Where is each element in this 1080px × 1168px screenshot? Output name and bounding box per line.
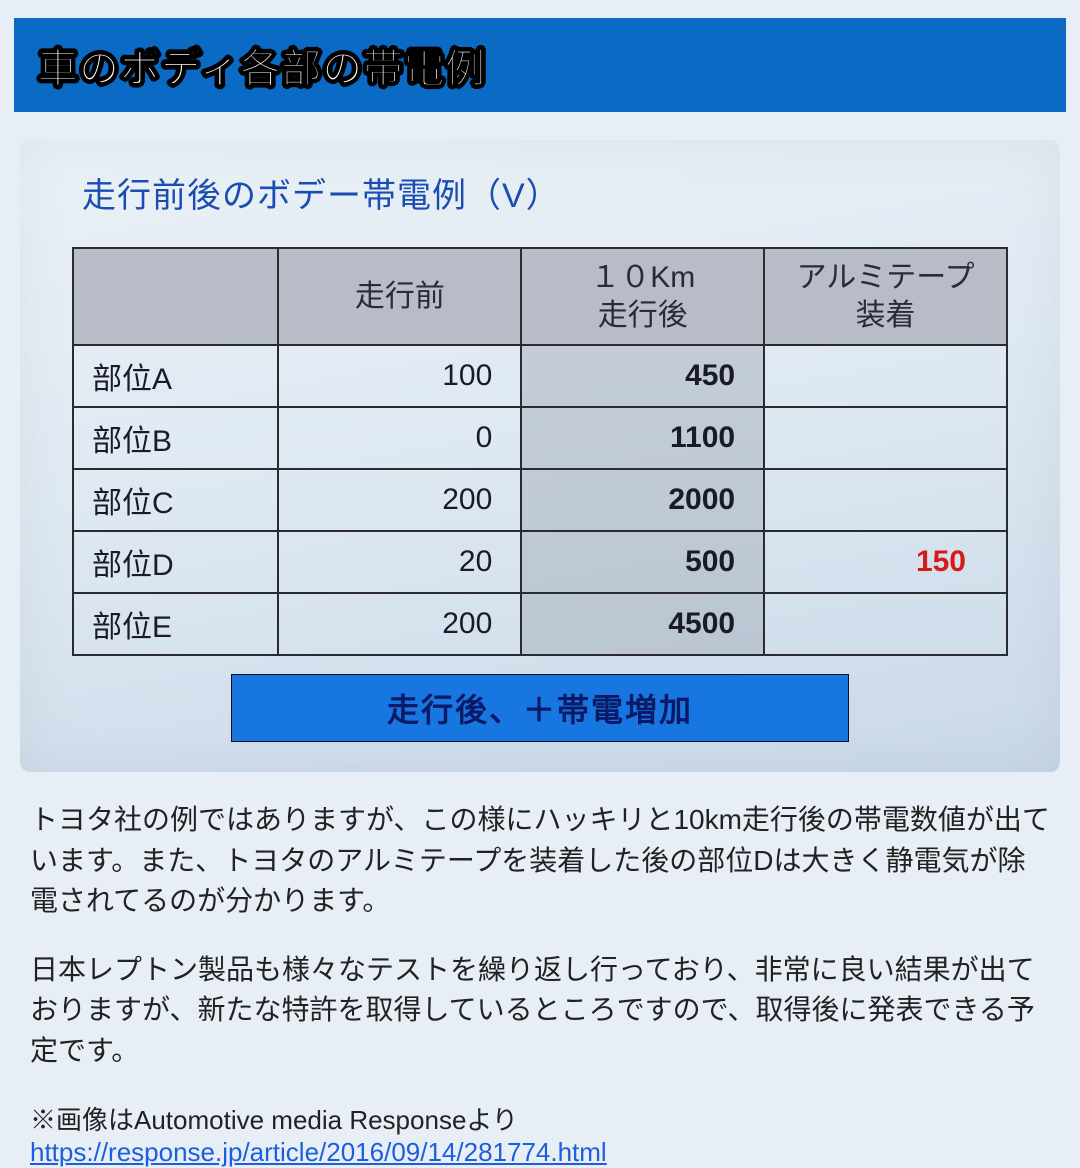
- table-header-alumitape: アルミテープ 装着: [764, 248, 1007, 345]
- paragraph-1: トヨタ社の例ではありますが、この様にハッキリと10km走行後の帯電数値が出ていま…: [30, 800, 1050, 922]
- table-header-empty: [73, 248, 278, 345]
- cell-before: 200: [278, 469, 521, 531]
- cell-after: 450: [521, 345, 764, 407]
- page-title: 車のボディ各部の帯電例: [38, 36, 1042, 94]
- cell-after: 4500: [521, 593, 764, 655]
- slide-area: 走行前後のボデー帯電例（V） 走行前 １０Km 走行後 アルミテープ 装着 部位…: [20, 140, 1060, 772]
- table-row: 部位B01100: [73, 407, 1007, 469]
- attribution: ※画像はAutomotive media Responseより https://…: [14, 1100, 1066, 1168]
- cell-alumitape: [764, 593, 1007, 655]
- cell-after: 1100: [521, 407, 764, 469]
- cell-before: 100: [278, 345, 521, 407]
- table-row: 部位D20500150: [73, 531, 1007, 593]
- row-label: 部位D: [73, 531, 278, 593]
- cell-before: 0: [278, 407, 521, 469]
- page: 車のボディ各部の帯電例 走行前後のボデー帯電例（V） 走行前 １０Km 走行後 …: [0, 18, 1080, 1098]
- title-bar: 車のボディ各部の帯電例: [14, 18, 1066, 112]
- cell-before: 20: [278, 531, 521, 593]
- cell-after: 2000: [521, 469, 764, 531]
- source-link[interactable]: https://response.jp/article/2016/09/14/2…: [30, 1137, 607, 1167]
- slide-subtitle: 走行前後のボデー帯電例（V）: [82, 168, 1008, 217]
- cell-alumitape: 150: [764, 531, 1007, 593]
- table-row: 部位C2002000: [73, 469, 1007, 531]
- row-label: 部位C: [73, 469, 278, 531]
- cell-alumitape: [764, 407, 1007, 469]
- table-row: 部位E2004500: [73, 593, 1007, 655]
- row-label: 部位A: [73, 345, 278, 407]
- cell-before: 200: [278, 593, 521, 655]
- charge-table: 走行前 １０Km 走行後 アルミテープ 装着 部位A100450部位B01100…: [72, 247, 1008, 656]
- row-label: 部位B: [73, 407, 278, 469]
- paragraph-2: 日本レプトン製品も様々なテストを繰り返し行っており、非常に良い結果が出ております…: [30, 950, 1050, 1072]
- row-label: 部位E: [73, 593, 278, 655]
- cell-alumitape: [764, 469, 1007, 531]
- attribution-prefix: ※画像はAutomotive media Responseより: [30, 1105, 518, 1135]
- callout-banner: 走行後、＋帯電増加: [231, 674, 849, 742]
- table-header-after: １０Km 走行後: [521, 248, 764, 345]
- table-header-before: 走行前: [278, 248, 521, 345]
- cell-alumitape: [764, 345, 1007, 407]
- table-row: 部位A100450: [73, 345, 1007, 407]
- body-text: トヨタ社の例ではありますが、この様にハッキリと10km走行後の帯電数値が出ていま…: [14, 772, 1066, 1072]
- cell-after: 500: [521, 531, 764, 593]
